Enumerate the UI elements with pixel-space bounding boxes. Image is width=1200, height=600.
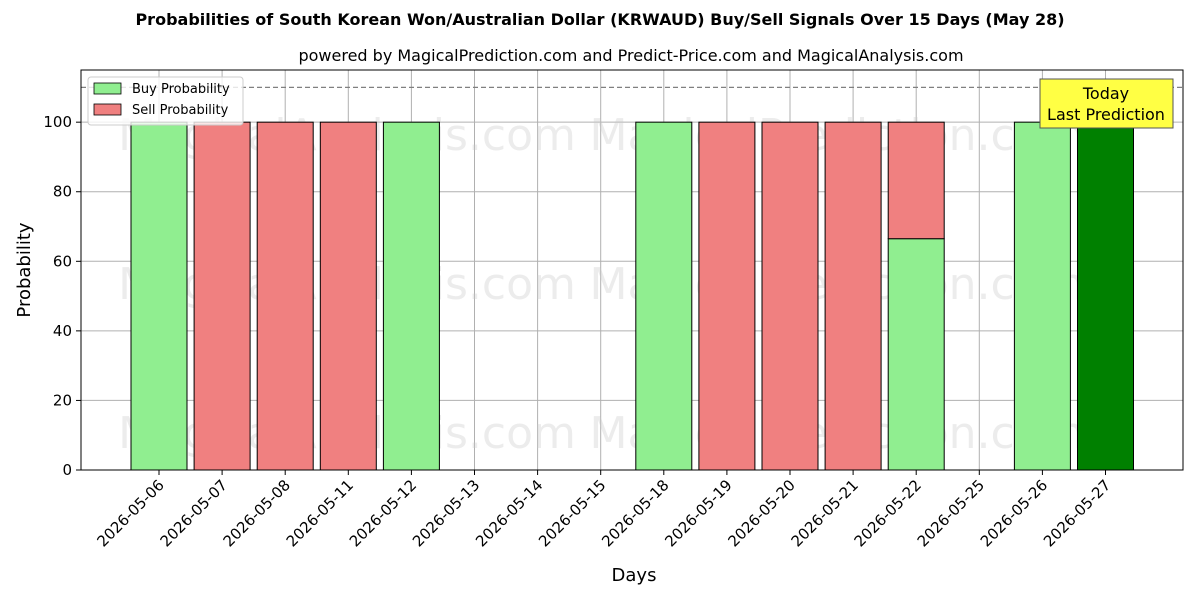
y-axis: 0 20 40 60 80 100 [43, 113, 81, 479]
x-tick-label: 2026-05-08 [220, 476, 294, 550]
legend-label-buy: Buy Probability [132, 82, 230, 97]
x-tick-label: 2026-05-21 [788, 476, 862, 550]
x-tick-label: 2026-05-18 [598, 476, 672, 550]
y-tick-label: 100 [43, 113, 72, 131]
y-tick-label: 80 [53, 183, 72, 201]
x-tick-label: 2026-05-11 [283, 476, 357, 550]
x-axis: 2026-05-062026-05-072026-05-082026-05-11… [93, 470, 1114, 550]
x-tick-label: 2026-05-27 [1040, 476, 1114, 550]
today-annotation: Today Last Prediction [1039, 78, 1174, 129]
x-tick-label: 2026-05-22 [851, 476, 925, 550]
sell-bar [698, 121, 756, 471]
sell-bar [319, 121, 377, 471]
x-axis-label: Days [612, 565, 657, 586]
plot-frame [80, 69, 1184, 471]
legend: Buy Probability Sell Probability [87, 76, 244, 126]
today-label: Today [1082, 84, 1129, 103]
sell-bar [887, 121, 945, 240]
x-tick-label: 2026-05-13 [409, 476, 483, 550]
buy-bar [887, 238, 945, 471]
buy-bar [130, 121, 188, 471]
buy-bar [1077, 121, 1134, 471]
sell-bar [824, 121, 882, 471]
legend-swatch-buy [93, 82, 122, 95]
legend-box [87, 76, 244, 126]
buy-bar [635, 121, 693, 471]
legend-swatch-sell [93, 103, 122, 116]
today-sublabel: Last Prediction [1047, 105, 1165, 124]
buy-bar [382, 121, 440, 471]
sell-bar [193, 121, 251, 471]
chart-title: Probabilities of South Korean Won/Austra… [135, 10, 1065, 29]
sell-bar [256, 121, 314, 471]
y-axis-label: Probability [14, 222, 35, 317]
x-tick-label: 2026-05-07 [157, 476, 231, 550]
x-tick-label: 2026-05-26 [977, 476, 1051, 550]
today-box [1039, 78, 1174, 129]
y-tick-label: 40 [53, 322, 72, 340]
y-tick-label: 60 [53, 252, 72, 270]
x-tick-label: 2026-05-14 [472, 476, 546, 550]
y-tick-label: 20 [53, 391, 72, 409]
x-tick-label: 2026-05-19 [661, 476, 735, 550]
buy-bar [1013, 121, 1071, 471]
chart-subtitle: powered by MagicalPrediction.com and Pre… [298, 46, 964, 65]
x-tick-label: 2026-05-20 [724, 476, 798, 550]
x-tick-label: 2026-05-25 [914, 476, 988, 550]
x-tick-label: 2026-05-15 [535, 476, 609, 550]
legend-label-sell: Sell Probability [132, 103, 229, 118]
y-tick-label: 0 [62, 461, 72, 479]
x-tick-label: 2026-05-12 [346, 476, 420, 550]
bars-layer [130, 121, 1134, 471]
x-tick-label: 2026-05-06 [93, 476, 167, 550]
sell-bar [761, 121, 819, 471]
